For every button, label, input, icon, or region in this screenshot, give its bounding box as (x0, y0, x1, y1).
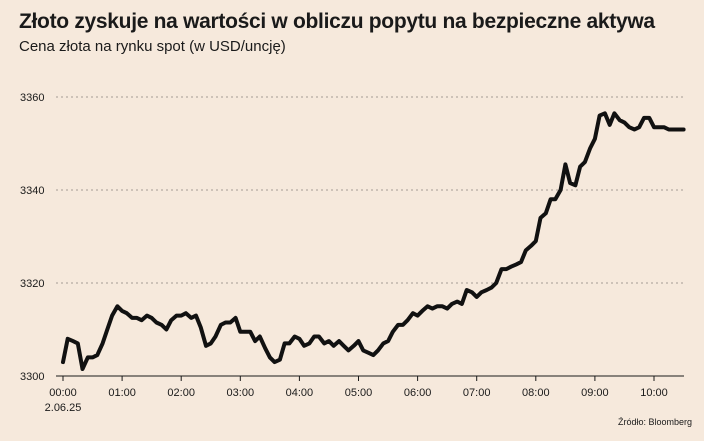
x-tick-label: 09:00 (581, 387, 609, 399)
x-tick-label: 04:00 (286, 387, 314, 399)
y-tick-label: 3360 (20, 92, 44, 104)
y-tick-label: 3300 (20, 371, 44, 383)
x-tick-date-label: 2.06.25 (45, 402, 82, 414)
y-tick-label: 3340 (20, 185, 44, 197)
x-tick-label: 10:00 (640, 387, 668, 399)
x-tick-label: 01:00 (108, 387, 136, 399)
x-tick-label: 06:00 (404, 387, 432, 399)
y-axis-labels: 3300 3320 3340 3360 (20, 92, 44, 383)
x-tick-label: 03:00 (227, 387, 255, 399)
y-tick-label: 3320 (20, 278, 44, 290)
x-tick-label: 02:00 (167, 387, 195, 399)
x-tick-label: 08:00 (522, 387, 550, 399)
gridlines (56, 96, 684, 284)
x-tick-label: 07:00 (463, 387, 491, 399)
gold-price-line (61, 111, 686, 371)
x-tick-label: 00:00 (49, 387, 77, 399)
chart-subtitle: Cena złota na rynku spot (w USD/uncję) (19, 38, 286, 55)
x-tick-label: 05:00 (345, 387, 373, 399)
chart-title: Złoto zyskuje na wartości w obliczu popy… (19, 10, 655, 33)
x-axis-labels: 00:00 2.06.25 01:00 02:00 03:00 04:00 05:00 06:… (45, 387, 668, 414)
x-axis-ticks (62, 376, 655, 381)
source-note: Źródło: Bloomberg (617, 417, 692, 427)
